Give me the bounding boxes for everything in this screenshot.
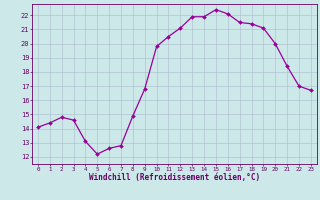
X-axis label: Windchill (Refroidissement éolien,°C): Windchill (Refroidissement éolien,°C) — [89, 173, 260, 182]
